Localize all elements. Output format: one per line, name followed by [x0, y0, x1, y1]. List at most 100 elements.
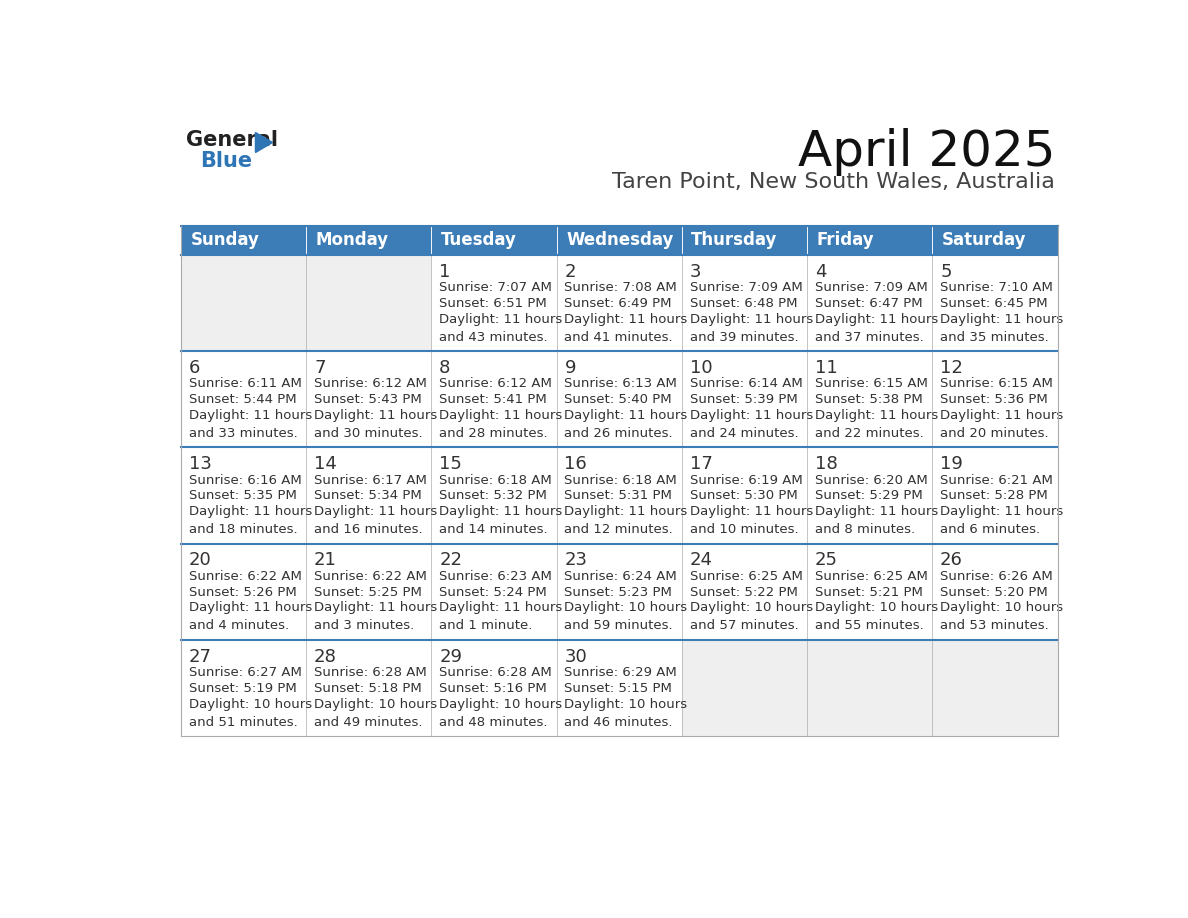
Text: Sunset: 5:19 PM: Sunset: 5:19 PM	[189, 682, 297, 695]
Text: Sunset: 5:21 PM: Sunset: 5:21 PM	[815, 586, 923, 599]
Text: 17: 17	[690, 455, 713, 473]
Text: Sunrise: 6:28 AM: Sunrise: 6:28 AM	[314, 666, 426, 679]
Text: Daylight: 10 hours
and 53 minutes.: Daylight: 10 hours and 53 minutes.	[940, 601, 1063, 633]
Bar	[807, 226, 933, 255]
Text: Sunrise: 6:11 AM: Sunrise: 6:11 AM	[189, 377, 302, 390]
Bar	[557, 640, 682, 736]
Text: Sunrise: 6:22 AM: Sunrise: 6:22 AM	[189, 570, 302, 583]
Bar	[307, 543, 431, 640]
Bar	[431, 255, 557, 352]
Text: Daylight: 11 hours
and 37 minutes.: Daylight: 11 hours and 37 minutes.	[815, 313, 939, 343]
Text: Sunset: 6:51 PM: Sunset: 6:51 PM	[440, 297, 546, 310]
Bar	[807, 352, 933, 447]
Text: Daylight: 11 hours
and 30 minutes.: Daylight: 11 hours and 30 minutes.	[314, 409, 437, 440]
Text: Sunset: 6:45 PM: Sunset: 6:45 PM	[940, 297, 1048, 310]
Bar	[431, 447, 557, 543]
Text: Sunset: 5:24 PM: Sunset: 5:24 PM	[440, 586, 546, 599]
Text: Sunrise: 6:23 AM: Sunrise: 6:23 AM	[440, 570, 552, 583]
Text: Sunset: 5:38 PM: Sunset: 5:38 PM	[815, 393, 923, 406]
Text: Sunrise: 6:14 AM: Sunrise: 6:14 AM	[690, 377, 802, 390]
Text: 30: 30	[564, 647, 587, 666]
Bar	[682, 447, 807, 543]
Bar	[181, 543, 307, 640]
Text: Sunset: 5:28 PM: Sunset: 5:28 PM	[940, 489, 1048, 502]
Text: 21: 21	[314, 552, 337, 569]
Text: Sunrise: 6:25 AM: Sunrise: 6:25 AM	[690, 570, 803, 583]
Bar	[557, 447, 682, 543]
Text: Sunrise: 6:27 AM: Sunrise: 6:27 AM	[189, 666, 302, 679]
Text: Wednesday: Wednesday	[565, 231, 674, 250]
Text: Sunrise: 6:15 AM: Sunrise: 6:15 AM	[815, 377, 928, 390]
Bar	[557, 226, 682, 255]
Text: Sunrise: 7:08 AM: Sunrise: 7:08 AM	[564, 281, 677, 294]
Text: 1: 1	[440, 263, 450, 281]
Text: Daylight: 11 hours
and 1 minute.: Daylight: 11 hours and 1 minute.	[440, 601, 562, 633]
Text: Sunset: 5:32 PM: Sunset: 5:32 PM	[440, 489, 548, 502]
Bar	[181, 352, 307, 447]
Text: Sunrise: 6:19 AM: Sunrise: 6:19 AM	[690, 474, 802, 487]
Text: Sunset: 5:22 PM: Sunset: 5:22 PM	[690, 586, 797, 599]
Text: 2: 2	[564, 263, 576, 281]
Text: Sunrise: 6:26 AM: Sunrise: 6:26 AM	[940, 570, 1053, 583]
Text: Sunset: 5:26 PM: Sunset: 5:26 PM	[189, 586, 297, 599]
Bar	[431, 543, 557, 640]
Text: Taren Point, New South Wales, Australia: Taren Point, New South Wales, Australia	[612, 172, 1055, 192]
Text: Sunrise: 6:18 AM: Sunrise: 6:18 AM	[564, 474, 677, 487]
Text: Sunset: 5:44 PM: Sunset: 5:44 PM	[189, 393, 297, 406]
Text: Friday: Friday	[816, 231, 874, 250]
Text: Daylight: 11 hours
and 18 minutes.: Daylight: 11 hours and 18 minutes.	[189, 505, 312, 536]
Text: 20: 20	[189, 552, 211, 569]
Bar	[557, 255, 682, 352]
Text: Sunrise: 6:20 AM: Sunrise: 6:20 AM	[815, 474, 928, 487]
Text: Sunrise: 6:12 AM: Sunrise: 6:12 AM	[440, 377, 552, 390]
Bar	[307, 255, 431, 352]
Text: Sunset: 5:43 PM: Sunset: 5:43 PM	[314, 393, 422, 406]
Text: Sunset: 5:15 PM: Sunset: 5:15 PM	[564, 682, 672, 695]
Text: Daylight: 11 hours
and 41 minutes.: Daylight: 11 hours and 41 minutes.	[564, 313, 688, 343]
Text: 24: 24	[690, 552, 713, 569]
Text: Daylight: 10 hours
and 49 minutes.: Daylight: 10 hours and 49 minutes.	[314, 698, 437, 729]
Text: Sunrise: 6:24 AM: Sunrise: 6:24 AM	[564, 570, 677, 583]
Text: Sunset: 5:34 PM: Sunset: 5:34 PM	[314, 489, 422, 502]
Text: 7: 7	[314, 359, 326, 377]
Text: Sunrise: 6:15 AM: Sunrise: 6:15 AM	[940, 377, 1053, 390]
Bar	[682, 352, 807, 447]
Bar	[807, 543, 933, 640]
Text: 29: 29	[440, 647, 462, 666]
Text: Daylight: 11 hours
and 43 minutes.: Daylight: 11 hours and 43 minutes.	[440, 313, 562, 343]
Text: Daylight: 11 hours
and 3 minutes.: Daylight: 11 hours and 3 minutes.	[314, 601, 437, 633]
Text: Blue: Blue	[200, 151, 252, 171]
Text: 22: 22	[440, 552, 462, 569]
Text: Sunrise: 6:13 AM: Sunrise: 6:13 AM	[564, 377, 677, 390]
Text: Daylight: 10 hours
and 51 minutes.: Daylight: 10 hours and 51 minutes.	[189, 698, 312, 729]
Text: Sunrise: 6:12 AM: Sunrise: 6:12 AM	[314, 377, 426, 390]
Text: Sunset: 5:29 PM: Sunset: 5:29 PM	[815, 489, 923, 502]
Text: Sunset: 5:39 PM: Sunset: 5:39 PM	[690, 393, 797, 406]
Text: Sunset: 5:25 PM: Sunset: 5:25 PM	[314, 586, 422, 599]
Text: Sunrise: 6:18 AM: Sunrise: 6:18 AM	[440, 474, 552, 487]
Text: Daylight: 11 hours
and 6 minutes.: Daylight: 11 hours and 6 minutes.	[940, 505, 1063, 536]
Bar	[933, 352, 1057, 447]
Text: Sunrise: 6:28 AM: Sunrise: 6:28 AM	[440, 666, 552, 679]
Text: 26: 26	[940, 552, 963, 569]
Text: Sunset: 5:41 PM: Sunset: 5:41 PM	[440, 393, 546, 406]
Text: 14: 14	[314, 455, 337, 473]
Text: Sunrise: 6:22 AM: Sunrise: 6:22 AM	[314, 570, 426, 583]
Text: 25: 25	[815, 552, 838, 569]
Text: Sunrise: 6:21 AM: Sunrise: 6:21 AM	[940, 474, 1053, 487]
Text: Daylight: 11 hours
and 12 minutes.: Daylight: 11 hours and 12 minutes.	[564, 505, 688, 536]
Text: 19: 19	[940, 455, 963, 473]
Text: Sunrise: 6:29 AM: Sunrise: 6:29 AM	[564, 666, 677, 679]
Bar	[181, 640, 307, 736]
Text: Sunrise: 7:09 AM: Sunrise: 7:09 AM	[690, 281, 802, 294]
Text: Sunrise: 6:17 AM: Sunrise: 6:17 AM	[314, 474, 426, 487]
Bar	[307, 352, 431, 447]
Text: 28: 28	[314, 647, 337, 666]
Text: Daylight: 11 hours
and 26 minutes.: Daylight: 11 hours and 26 minutes.	[564, 409, 688, 440]
Bar	[181, 447, 307, 543]
Text: Sunrise: 6:16 AM: Sunrise: 6:16 AM	[189, 474, 302, 487]
Text: 12: 12	[940, 359, 963, 377]
Bar	[682, 543, 807, 640]
Text: Saturday: Saturday	[942, 231, 1026, 250]
Bar	[933, 543, 1057, 640]
